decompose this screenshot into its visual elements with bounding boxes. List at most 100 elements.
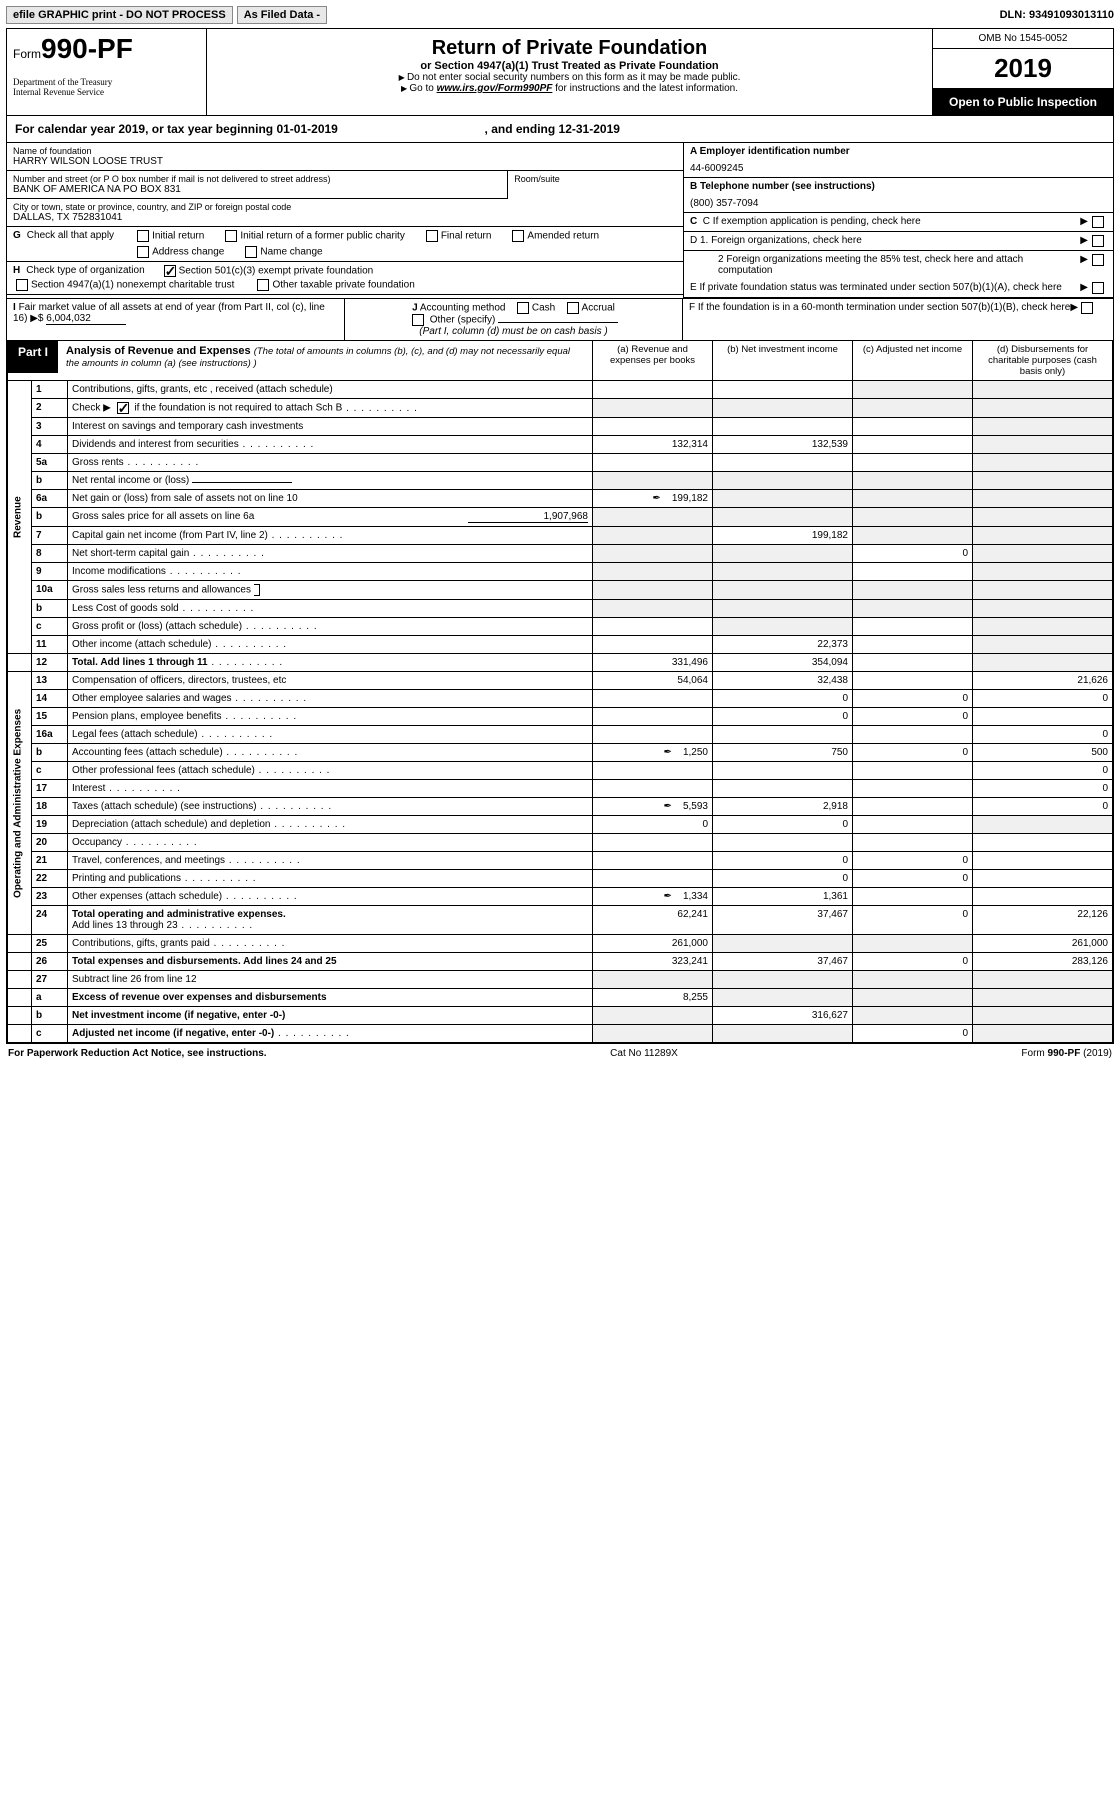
instruction-2: Go to www.irs.gov/Form990PF for instruct… — [213, 83, 926, 94]
tax-year: 2019 — [933, 49, 1113, 89]
table-row: Operating and Administrative Expenses 13… — [8, 672, 1113, 690]
open-inspection: Open to Public Inspection — [933, 89, 1113, 115]
table-row: 16aLegal fees (attach schedule)0 — [8, 726, 1113, 744]
line-e: E If private foundation status was termi… — [684, 279, 1113, 298]
efile-notice: efile GRAPHIC print - DO NOT PROCESS — [6, 6, 233, 24]
header-left: Form990-PF Department of the Treasury In… — [7, 29, 207, 115]
footer-left: For Paperwork Reduction Act Notice, see … — [8, 1048, 267, 1059]
instruction-1: Do not enter social security numbers on … — [213, 72, 926, 83]
form-header: Form990-PF Department of the Treasury In… — [7, 29, 1113, 116]
table-row: 2Check ▶ if the foundation is not requir… — [8, 399, 1113, 418]
room-cell: Room/suite — [507, 171, 683, 199]
revenue-label: Revenue — [8, 381, 32, 654]
chk-501c3[interactable] — [164, 265, 176, 277]
table-row: 23Other expenses (attach schedule)✒ 1,33… — [8, 888, 1113, 906]
table-row: 22Printing and publications00 — [8, 870, 1113, 888]
table-row: 3Interest on savings and temporary cash … — [8, 418, 1113, 436]
header-center: Return of Private Foundation or Section … — [207, 29, 933, 115]
line-d1: D 1. Foreign organizations, check here ▶ — [684, 232, 1113, 251]
entity-right: A Employer identification number 44-6009… — [683, 143, 1113, 298]
table-row: 20Occupancy — [8, 834, 1113, 852]
entity-info: Name of foundation HARRY WILSON LOOSE TR… — [7, 143, 1113, 299]
treasury-dept: Department of the Treasury Internal Reve… — [13, 77, 200, 97]
calendar-year-row: For calendar year 2019, or tax year begi… — [7, 116, 1113, 143]
attach-icon: ✒ — [663, 747, 671, 758]
header-right: OMB No 1545-0052 2019 Open to Public Ins… — [933, 29, 1113, 115]
table-row: 18Taxes (attach schedule) (see instructi… — [8, 798, 1113, 816]
phone-cell: B Telephone number (see instructions) (8… — [684, 178, 1113, 213]
col-b-header: (b) Net investment income — [713, 341, 853, 381]
table-row: 6aNet gain or (loss) from sale of assets… — [8, 490, 1113, 508]
top-bar: efile GRAPHIC print - DO NOT PROCESS As … — [6, 6, 1114, 24]
table-row: 27Subtract line 26 from line 12 — [8, 971, 1113, 989]
chk-d2[interactable] — [1092, 254, 1104, 266]
attach-icon: ✒ — [652, 493, 660, 504]
table-row: 15Pension plans, employee benefits00 — [8, 708, 1113, 726]
part1-table: Part I Analysis of Revenue and Expenses … — [7, 341, 1113, 1043]
table-row: 5aGross rents — [8, 454, 1113, 472]
table-row: 14Other employee salaries and wages000 — [8, 690, 1113, 708]
table-row: 11Other income (attach schedule)22,373 — [8, 636, 1113, 654]
chk-f[interactable] — [1081, 302, 1093, 314]
form-container: Form990-PF Department of the Treasury In… — [6, 28, 1114, 1044]
table-row: aExcess of revenue over expenses and dis… — [8, 989, 1113, 1007]
ein-cell: A Employer identification number 44-6009… — [684, 143, 1113, 178]
opex-label: Operating and Administrative Expenses — [8, 672, 32, 935]
chk-initial-return[interactable] — [137, 230, 149, 242]
entity-left: Name of foundation HARRY WILSON LOOSE TR… — [7, 143, 683, 298]
foundation-name-cell: Name of foundation HARRY WILSON LOOSE TR… — [7, 143, 683, 171]
chk-e[interactable] — [1092, 282, 1104, 294]
table-row: 12Total. Add lines 1 through 11331,49635… — [8, 654, 1113, 672]
line-i: I Fair market value of all assets at end… — [7, 299, 345, 340]
table-row: 10aGross sales less returns and allowanc… — [8, 581, 1113, 600]
col-c-header: (c) Adjusted net income — [853, 341, 973, 381]
table-row: bGross sales price for all assets on lin… — [8, 508, 1113, 527]
table-row: 19Depreciation (attach schedule) and dep… — [8, 816, 1113, 834]
irs-link[interactable]: www.irs.gov/Form990PF — [437, 83, 553, 94]
attach-icon: ✒ — [663, 801, 671, 812]
chk-schb[interactable] — [117, 402, 129, 414]
chk-other-taxable[interactable] — [257, 279, 269, 291]
table-row: 17Interest0 — [8, 780, 1113, 798]
address-cell: Number and street (or P O box number if … — [7, 171, 507, 199]
table-row: 24Total operating and administrative exp… — [8, 906, 1113, 935]
form-title: Return of Private Foundation — [213, 37, 926, 60]
chk-address-change[interactable] — [137, 246, 149, 258]
chk-initial-former[interactable] — [225, 230, 237, 242]
chk-c[interactable] — [1092, 216, 1104, 228]
table-row: bLess Cost of goods sold — [8, 600, 1113, 618]
chk-4947[interactable] — [16, 279, 28, 291]
table-row: 8Net short-term capital gain0 — [8, 545, 1113, 563]
chk-d1[interactable] — [1092, 235, 1104, 247]
line-d2: 2 Foreign organizations meeting the 85% … — [684, 251, 1113, 279]
table-row: bAccounting fees (attach schedule)✒ 1,25… — [8, 744, 1113, 762]
table-row: 4Dividends and interest from securities1… — [8, 436, 1113, 454]
chk-name-change[interactable] — [245, 246, 257, 258]
table-row: 9Income modifications — [8, 563, 1113, 581]
table-row: 21Travel, conferences, and meetings00 — [8, 852, 1113, 870]
col-a-header: (a) Revenue and expenses per books — [593, 341, 713, 381]
part1-header-row: Part I Analysis of Revenue and Expenses … — [8, 341, 1113, 381]
table-row: Revenue 1Contributions, gifts, grants, e… — [8, 381, 1113, 399]
chk-accrual[interactable] — [567, 302, 579, 314]
table-row: cGross profit or (loss) (attach schedule… — [8, 618, 1113, 636]
form-number: 990-PF — [41, 33, 133, 65]
table-row: cOther professional fees (attach schedul… — [8, 762, 1113, 780]
table-row: bNet investment income (if negative, ent… — [8, 1007, 1113, 1025]
line-f: F If the foundation is in a 60-month ter… — [683, 299, 1113, 340]
line-h: H Check type of organization Section 501… — [7, 262, 683, 295]
chk-other-method[interactable] — [412, 314, 424, 326]
table-row: cAdjusted net income (if negative, enter… — [8, 1025, 1113, 1043]
table-row: bNet rental income or (loss) — [8, 472, 1113, 490]
chk-cash[interactable] — [517, 302, 529, 314]
part1-label: Part I — [8, 341, 58, 373]
footer-right: Form 990-PF (2019) — [1021, 1048, 1112, 1059]
line-c: C C If exemption application is pending,… — [684, 213, 1113, 232]
asfiled-label: As Filed Data - — [237, 6, 327, 24]
chk-amended[interactable] — [512, 230, 524, 242]
chk-final-return[interactable] — [426, 230, 438, 242]
footer-catno: Cat No 11289X — [267, 1048, 1022, 1059]
line-j: J Accounting method Cash Accrual Other (… — [345, 299, 683, 340]
form-subtitle: or Section 4947(a)(1) Trust Treated as P… — [213, 60, 926, 72]
omb-number: OMB No 1545-0052 — [933, 29, 1113, 49]
